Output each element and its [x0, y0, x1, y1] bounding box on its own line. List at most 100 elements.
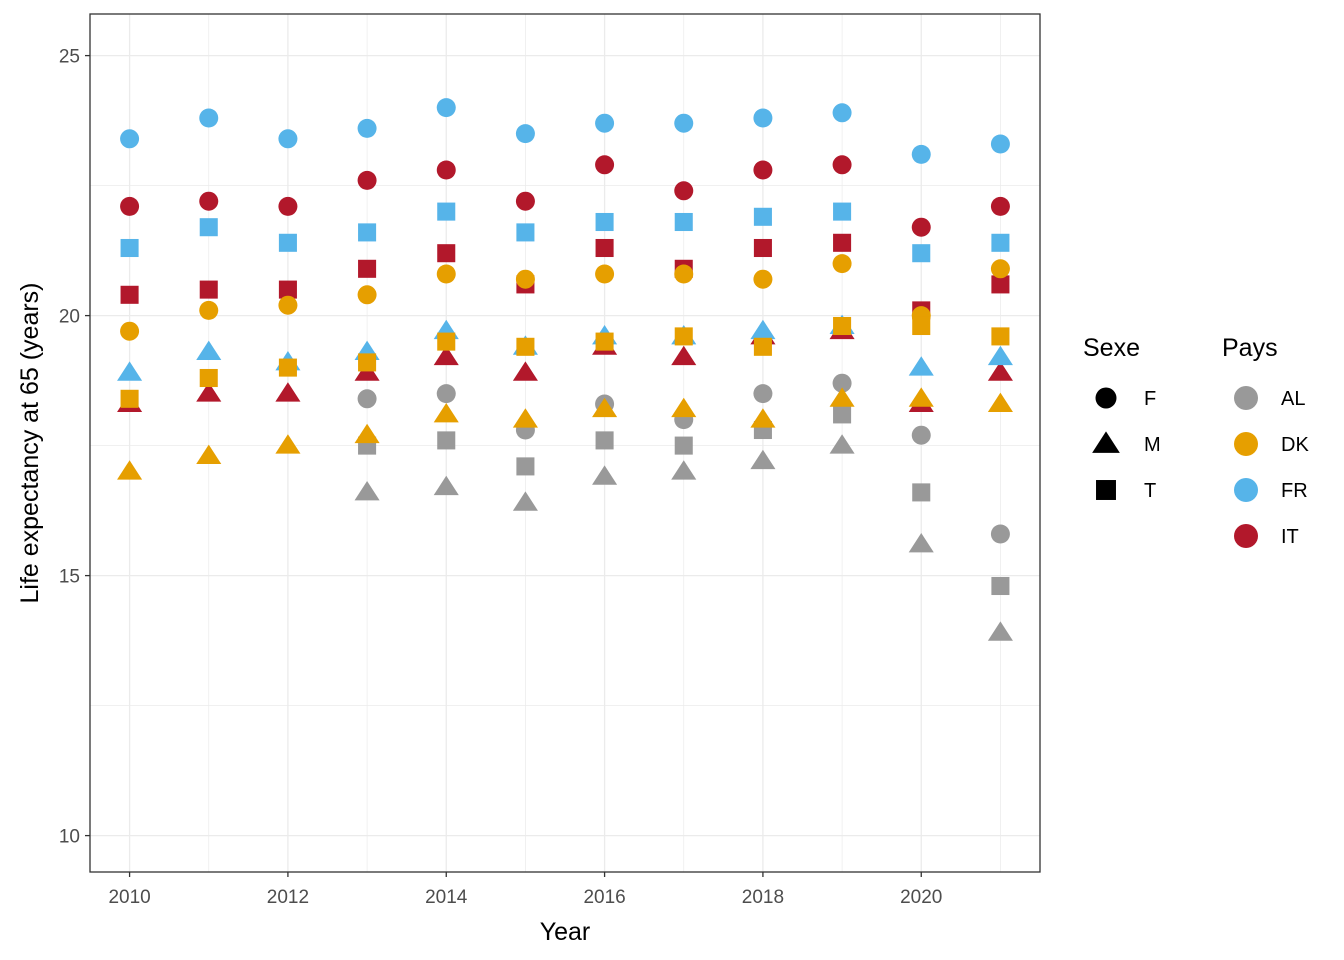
- data-point-al-m: [750, 449, 776, 470]
- data-point-dk-f: [199, 300, 219, 320]
- data-point-it-f: [120, 196, 140, 216]
- data-point-dk-t: [437, 332, 456, 351]
- data-point-al-t: [437, 431, 456, 450]
- data-point-fr-f: [357, 118, 377, 138]
- data-point-dk-f: [515, 269, 535, 289]
- data-point-dk-f: [436, 264, 456, 284]
- legend-label-al: AL: [1281, 388, 1305, 410]
- y-tick-label: 20: [59, 307, 80, 328]
- data-point-al-t: [674, 436, 693, 455]
- grid: [90, 14, 1040, 872]
- data-point-dk-f: [832, 254, 852, 274]
- data-point-al-f: [357, 389, 377, 409]
- data-point-al-t: [833, 405, 852, 424]
- data-point-fr-t: [358, 223, 377, 242]
- data-point-it-f: [199, 191, 219, 211]
- data-point-fr-f: [911, 144, 931, 164]
- x-axis-title: Year: [540, 918, 591, 946]
- y-tick-label: 15: [59, 567, 80, 588]
- data-point-al-f: [911, 425, 931, 445]
- x-tick-label: 2018: [742, 887, 784, 908]
- legend-key-dk: [1234, 432, 1258, 456]
- data-point-al-t: [516, 457, 535, 476]
- data-point-dk-m: [829, 387, 855, 407]
- data-point-it-t: [358, 259, 377, 278]
- data-point-fr-t: [912, 244, 931, 263]
- data-point-al-t: [991, 576, 1010, 596]
- data-point-fr-f: [120, 129, 140, 149]
- data-point-dk-m: [117, 460, 143, 480]
- data-point-it-t: [595, 238, 614, 258]
- data-point-al-f: [753, 384, 773, 404]
- data-point-dk-m: [987, 392, 1013, 412]
- data-point-fr-t: [278, 233, 297, 252]
- data-point-dk-f: [595, 264, 615, 284]
- data-point-it-f: [595, 155, 615, 175]
- data-point-fr-f: [199, 108, 219, 128]
- data-point-dk-t: [278, 358, 297, 377]
- data-point-fr-m: [750, 319, 776, 340]
- data-point-fr-m: [908, 356, 934, 376]
- legend-sexe-title: Sexe: [1083, 334, 1140, 362]
- y-axis-title: Life expectancy at 65 (years): [16, 283, 44, 604]
- data-point-it-f: [674, 181, 694, 201]
- data-point-dk-t: [199, 368, 218, 388]
- data-point-it-m: [671, 345, 697, 366]
- data-point-it-f: [278, 196, 298, 216]
- legend-label-it: IT: [1281, 526, 1299, 548]
- data-point-it-t: [437, 244, 456, 263]
- data-point-fr-f: [436, 98, 456, 118]
- data-point-fr-t: [516, 223, 535, 242]
- data-point-fr-t: [437, 202, 456, 221]
- data-point-al-m: [987, 621, 1013, 641]
- data-point-al-f: [832, 373, 852, 393]
- data-point-dk-f: [990, 259, 1010, 279]
- data-point-fr-f: [674, 113, 694, 133]
- data-point-it-f: [911, 217, 931, 237]
- data-point-dk-m: [512, 408, 538, 428]
- data-point-dk-m: [671, 397, 697, 418]
- legend-key-f: [1095, 387, 1117, 409]
- x-tick-label: 2014: [425, 887, 468, 908]
- data-point-fr-f: [832, 103, 852, 123]
- data-point-it-f: [832, 155, 852, 175]
- data-point-dk-m: [354, 423, 380, 444]
- data-point-fr-f: [515, 124, 535, 144]
- x-tick-label: 2010: [108, 887, 150, 908]
- data-point-al-t: [595, 431, 614, 450]
- data-point-it-t: [120, 285, 139, 304]
- data-point-fr-f: [990, 134, 1010, 154]
- data-point-dk-m: [196, 444, 222, 464]
- data-point-it-f: [515, 191, 535, 211]
- data-point-al-m: [592, 465, 618, 485]
- data-point-al-m: [354, 481, 380, 501]
- data-point-it-m: [512, 361, 538, 381]
- data-point-dk-m: [750, 408, 776, 428]
- data-point-it-t: [278, 280, 297, 299]
- legend-label-f: F: [1144, 388, 1156, 410]
- data-point-it-m: [433, 345, 459, 366]
- data-point-it-m: [275, 382, 301, 402]
- data-point-dk-t: [833, 316, 852, 336]
- data-point-al-m: [512, 491, 538, 511]
- data-point-dk-f: [278, 295, 298, 315]
- x-tick-label: 2020: [900, 887, 942, 908]
- data-point-dk-f: [753, 269, 773, 289]
- data-point-al-t: [912, 483, 931, 502]
- legend-label-t: T: [1144, 480, 1156, 502]
- data-point-al-f: [436, 384, 456, 404]
- data-point-dk-f: [120, 321, 140, 341]
- legend-label-fr: FR: [1281, 480, 1308, 502]
- data-point-it-t: [753, 238, 772, 258]
- data-point-dk-t: [595, 332, 614, 351]
- data-point-fr-m: [987, 345, 1013, 366]
- data-point-al-m: [433, 475, 459, 496]
- legend-label-dk: DK: [1281, 434, 1309, 456]
- data-point-dk-f: [357, 285, 377, 305]
- data-point-dk-m: [275, 434, 301, 454]
- legend-key-al: [1234, 386, 1258, 410]
- x-tick-label: 2012: [267, 887, 309, 908]
- data-point-fr-t: [753, 207, 772, 226]
- x-axis: 2010 2012 2014 2016 2018 2020: [108, 872, 942, 908]
